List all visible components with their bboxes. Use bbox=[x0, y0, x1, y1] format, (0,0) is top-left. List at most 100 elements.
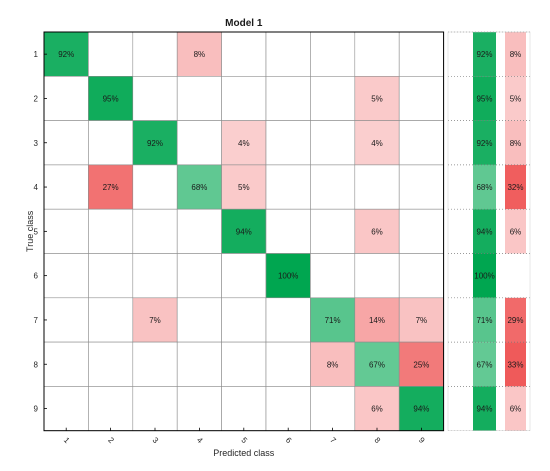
summary-correct-cell bbox=[473, 253, 496, 298]
cell-label: 27% bbox=[103, 183, 119, 192]
matrix-cell bbox=[132, 208, 178, 254]
matrix-cell bbox=[265, 120, 311, 166]
matrix-cell bbox=[310, 341, 356, 387]
y-tick-label: 7 bbox=[34, 316, 39, 325]
summary-incorrect-label: 8% bbox=[510, 50, 522, 59]
matrix-cell bbox=[88, 31, 134, 77]
cell-label: 5% bbox=[238, 183, 250, 192]
cell-label: 8% bbox=[194, 50, 206, 59]
matrix-cell bbox=[88, 164, 134, 210]
cell-label: 94% bbox=[236, 227, 252, 236]
matrix-cell bbox=[398, 76, 444, 121]
matrix-cell bbox=[88, 120, 134, 166]
summary-correct-cell bbox=[473, 342, 496, 387]
matrix-cell bbox=[310, 297, 356, 343]
matrix-cell bbox=[354, 386, 400, 431]
x-tick-label: 6 bbox=[284, 436, 294, 446]
summary-correct-cell bbox=[473, 120, 496, 165]
matrix-cell bbox=[132, 386, 178, 431]
cell-label: 8% bbox=[327, 360, 339, 369]
matrix-cell bbox=[176, 76, 222, 121]
summary-incorrect-cell bbox=[505, 120, 526, 165]
matrix-cell bbox=[132, 31, 178, 77]
summary-correct-label: 71% bbox=[476, 316, 492, 325]
axis-ticks: 1 1 2 2 3 3 4 4 5 5 6 6 7 7 8 8 9 9 bbox=[34, 50, 427, 445]
summary-incorrect-cell bbox=[505, 32, 526, 77]
cell-label: 6% bbox=[371, 227, 383, 236]
summary-incorrect-label: 32% bbox=[507, 183, 523, 192]
y-tick-label: 4 bbox=[34, 183, 39, 192]
chart-title: Model 1 bbox=[225, 18, 263, 29]
y-tick-label: 8 bbox=[34, 360, 39, 369]
summary-correct-cell bbox=[473, 164, 496, 210]
matrix-cell bbox=[310, 120, 356, 166]
matrix-cell bbox=[354, 208, 400, 254]
summary-frame bbox=[447, 31, 531, 431]
matrix-cell bbox=[88, 386, 134, 431]
x-tick-label: 7 bbox=[328, 436, 338, 446]
summary-correct-cell bbox=[473, 297, 496, 343]
x-tick-label: 4 bbox=[195, 436, 205, 446]
matrix-cell bbox=[132, 253, 178, 299]
summary-correct-cell bbox=[473, 386, 496, 431]
x-tick-label: 1 bbox=[62, 436, 72, 446]
cell-label: 94% bbox=[413, 405, 429, 414]
y-tick-label: 3 bbox=[34, 139, 39, 148]
x-tick-label: 3 bbox=[151, 436, 161, 446]
y-tick-label: 5 bbox=[34, 227, 39, 236]
cell-label: 4% bbox=[371, 139, 383, 148]
matrix-cells: 92% 8% 95% 5% 92% 4% 4% 27% 68% 5% 94% 6% 100% 7% 71% 1… bbox=[43, 31, 445, 432]
summary-incorrect-cell bbox=[505, 297, 526, 343]
matrix-cell bbox=[43, 386, 89, 431]
matrix-cell bbox=[88, 341, 134, 387]
y-tick-label: 6 bbox=[34, 272, 39, 281]
matrix-cell bbox=[310, 164, 356, 210]
summary-correct-cell bbox=[473, 32, 496, 77]
cell-label: 92% bbox=[147, 139, 163, 148]
summary-correct-cell bbox=[473, 209, 496, 254]
summary-correct-cell bbox=[473, 76, 496, 121]
x-axis-label: Predicted class bbox=[213, 448, 275, 458]
matrix-cell bbox=[354, 297, 400, 343]
summary-incorrect-label: 29% bbox=[507, 316, 523, 325]
y-tick-label: 1 bbox=[34, 50, 39, 59]
cell-label: 5% bbox=[371, 94, 383, 103]
matrix-cell bbox=[265, 31, 311, 77]
matrix-cell bbox=[398, 208, 444, 254]
matrix-cell bbox=[176, 253, 222, 299]
matrix-cell bbox=[398, 120, 444, 166]
summary-incorrect-cell bbox=[505, 253, 526, 298]
matrix-cell bbox=[265, 253, 311, 299]
matrix-cell bbox=[43, 120, 89, 166]
matrix-cell bbox=[43, 76, 89, 121]
matrix-cell bbox=[43, 164, 89, 210]
matrix-cell bbox=[221, 76, 267, 121]
matrix-cell bbox=[398, 297, 444, 343]
cell-label: 71% bbox=[325, 316, 341, 325]
summary-incorrect-cell bbox=[505, 164, 526, 210]
matrix-cell bbox=[265, 208, 311, 254]
cell-label: 7% bbox=[149, 316, 161, 325]
x-tick-label: 5 bbox=[239, 436, 249, 446]
matrix-cell bbox=[310, 76, 356, 121]
matrix-cell bbox=[310, 31, 356, 77]
y-tick-label: 9 bbox=[34, 405, 39, 414]
summary-incorrect-label: 6% bbox=[510, 405, 522, 414]
y-axis-label: True class bbox=[25, 210, 35, 252]
matrix-cell bbox=[265, 341, 311, 387]
matrix-cell bbox=[43, 208, 89, 254]
matrix-cell bbox=[221, 164, 267, 210]
summary-correct-label: 95% bbox=[476, 94, 492, 103]
matrix-cell bbox=[265, 76, 311, 121]
row-summary: 92% 95% 92% 68% 94% 100% 71% 67% 94% 8% 5% 8% 32% 6% 2… bbox=[447, 31, 531, 432]
summary-incorrect-cell bbox=[505, 386, 526, 431]
matrix-cell bbox=[354, 31, 400, 77]
matrix-cell bbox=[398, 341, 444, 387]
matrix-cell bbox=[176, 341, 222, 387]
summary-incorrect-label: 33% bbox=[507, 360, 523, 369]
x-tick-label: 2 bbox=[106, 436, 116, 446]
cell-label: 14% bbox=[369, 316, 385, 325]
matrix-cell bbox=[310, 386, 356, 431]
matrix-cell bbox=[43, 341, 89, 387]
